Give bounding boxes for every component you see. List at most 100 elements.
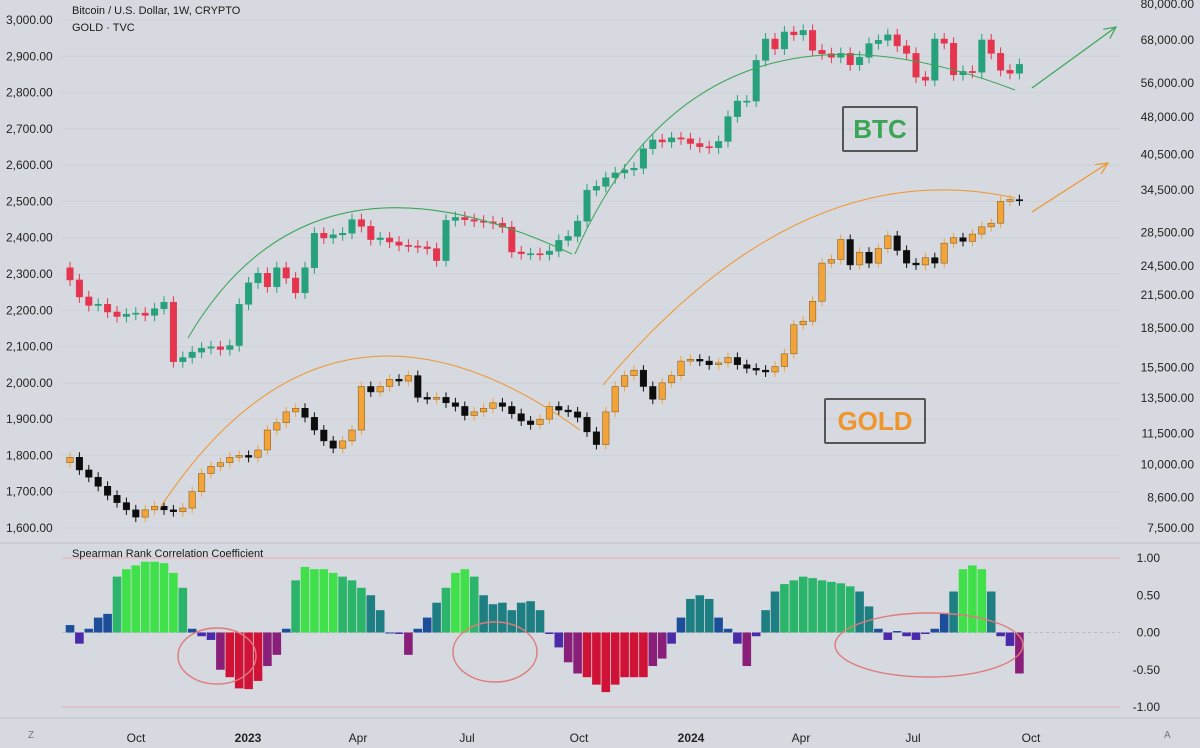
btc-candle [216, 340, 224, 356]
btc-candle [132, 307, 140, 321]
gold-candle [874, 243, 882, 269]
candle-body [1006, 199, 1014, 202]
btc-candle [912, 47, 920, 84]
candle-body [865, 251, 873, 264]
gold-candle [470, 406, 478, 421]
gold-arrow [1031, 162, 1109, 213]
candle-body [1015, 64, 1023, 74]
indicator-bar [657, 632, 667, 659]
indicator-axis-tick: -1.00 [1133, 700, 1161, 714]
candle-body [207, 466, 215, 474]
gold-candle [903, 245, 911, 269]
candle-body [602, 411, 610, 445]
indicator-bar [375, 610, 385, 633]
btc-candle [724, 110, 732, 148]
candle-body [536, 253, 544, 256]
gold-candle [188, 486, 196, 514]
candle-body [470, 219, 478, 222]
btc-candle [395, 235, 403, 252]
gold-label-box: GOLD [824, 398, 926, 444]
candle-body [912, 262, 920, 266]
candle-body [85, 296, 93, 306]
candle-body [357, 386, 365, 431]
btc-candle [226, 339, 234, 356]
candle-body [508, 406, 516, 414]
candle-body [696, 359, 704, 362]
btc-candle [780, 25, 788, 55]
candle-body [884, 235, 892, 249]
candle-body [621, 375, 629, 387]
annotation-circle-2 [452, 621, 538, 683]
candle-body [536, 418, 544, 425]
x-axis-label: Jul [459, 731, 474, 745]
btc-candle [235, 298, 243, 352]
gold-candle [527, 415, 535, 430]
gold-candle [705, 356, 713, 370]
candle-body [254, 273, 262, 284]
candle-body [752, 368, 760, 371]
gold-candle [715, 357, 723, 370]
btc-candle [1015, 58, 1023, 80]
candle-body [931, 38, 939, 81]
candle-body [66, 456, 74, 463]
candle-body [771, 38, 779, 50]
candle-body [141, 509, 149, 518]
corner-left-label: Z [28, 730, 35, 741]
candle-body [639, 148, 647, 169]
btc-candle [376, 231, 384, 246]
indicator-bar [150, 561, 159, 633]
btc-arrow [1031, 26, 1117, 89]
gold-candle [357, 381, 365, 436]
candle-body [583, 189, 591, 222]
candle-body [705, 360, 713, 365]
btc-candle [104, 298, 112, 318]
btc-candle [66, 261, 74, 286]
btc-candle [113, 305, 121, 323]
x-axis-label: Apr [349, 731, 368, 745]
candle-body [724, 357, 732, 364]
candle-body [273, 267, 281, 288]
candle-body [818, 262, 826, 302]
btc-candle [310, 227, 318, 274]
indicator-bar [441, 587, 451, 633]
candle-body [809, 30, 817, 51]
btc-candle [94, 298, 102, 312]
candle-body [329, 234, 337, 239]
btc-candle [357, 213, 365, 233]
candle-body [414, 375, 422, 398]
indicator-bar [535, 610, 545, 633]
indicator-axis-tick: 0.00 [1137, 626, 1161, 640]
candle-body [104, 304, 112, 313]
candle-body [433, 397, 441, 400]
indicator-bar [244, 632, 253, 690]
gold-candle [423, 392, 431, 405]
candle-body [489, 402, 497, 409]
gold-candle [216, 457, 224, 472]
indicator-bar [554, 632, 564, 648]
candle-body [461, 406, 469, 416]
candle-body [310, 233, 318, 269]
gold-axis-tick: 1,600.00 [6, 521, 53, 535]
gold-axis-tick: 2,500.00 [6, 194, 53, 208]
gold-candle [226, 452, 234, 468]
candle-body [348, 429, 356, 442]
candle-body [630, 369, 638, 376]
candle-body [442, 397, 450, 404]
btc-candle [790, 25, 798, 41]
candle-body [357, 219, 365, 227]
indicator-bar [601, 632, 611, 693]
candle-body [461, 217, 469, 220]
candle-body [903, 250, 911, 264]
btc-axis-tick: 28,500.00 [1141, 225, 1195, 239]
indicator-bar [347, 580, 357, 633]
gold-axis-tick: 2,900.00 [6, 49, 53, 63]
x-axis-label: Oct [127, 731, 146, 745]
gold-candle [771, 361, 779, 377]
candle-body [865, 43, 873, 58]
btc-candle [188, 346, 196, 364]
indicator-bar [253, 632, 263, 681]
btc-candle [555, 234, 563, 258]
btc-axis-tick: 21,500.00 [1141, 288, 1195, 302]
gold-candle [564, 405, 572, 417]
gold-candle [273, 417, 281, 436]
